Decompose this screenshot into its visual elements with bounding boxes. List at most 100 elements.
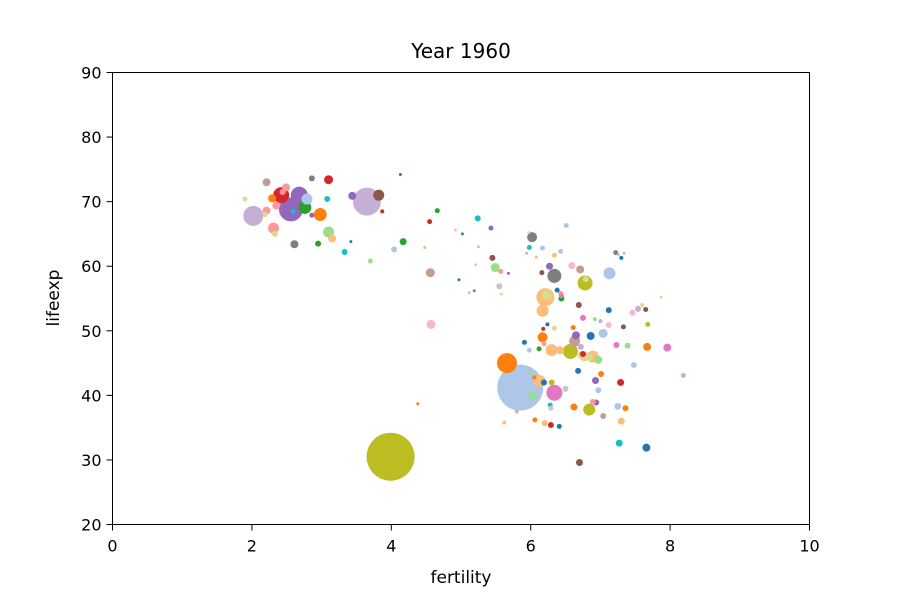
data-point [575,367,582,374]
data-point [541,420,548,427]
data-point [579,351,586,358]
data-point [622,251,626,255]
data-point [391,246,398,253]
data-point [642,443,651,452]
x-tick-label: 4 [386,537,396,556]
data-point [489,254,496,261]
data-point [585,353,593,361]
data-point [605,307,612,314]
data-point [290,208,296,214]
data-point [615,439,623,447]
data-point [341,249,348,256]
data-point [328,234,337,243]
data-point [540,245,546,251]
data-point [562,385,569,392]
data-point [558,248,564,254]
data-point [434,208,440,214]
data-point [425,268,435,278]
data-point [506,271,510,275]
y-tick-label: 50 [81,322,101,341]
data-point [576,265,585,274]
data-point [242,196,248,202]
data-point [488,225,494,231]
data-point [600,413,607,420]
y-axis: 20 30 40 50 60 70 80 90 [81,64,113,535]
data-point [243,205,264,226]
data-point [367,258,373,264]
data-point [525,251,529,255]
data-point [547,268,562,283]
data-point [324,175,334,185]
data-point [496,283,503,290]
y-tick-label: 40 [81,386,101,405]
data-point [539,270,545,276]
data-point [547,422,554,429]
data-point [536,346,542,352]
data-point [629,309,636,316]
data-point [349,240,353,244]
data-point [271,230,278,237]
data-point [521,339,527,345]
data-point [308,175,315,182]
data-point [527,232,538,243]
data-point [551,325,557,331]
data-point [366,432,415,481]
data-point [548,405,554,411]
data-point [577,343,584,350]
data-point [399,238,407,246]
data-point [476,245,480,249]
data-point [605,321,612,328]
data-point [598,319,603,324]
data-point [582,276,589,283]
data-point [272,201,281,210]
data-point [301,193,313,205]
data-point [575,301,582,308]
data-point [570,403,578,411]
data-point [586,331,595,340]
data-point [568,262,576,270]
data-point [498,268,504,274]
x-tick-label: 10 [799,537,819,556]
x-tick-label: 6 [526,537,536,556]
data-point [545,322,550,327]
data-point [545,344,558,357]
data-point [453,228,457,232]
data-point [619,255,624,260]
data-point [635,305,642,312]
y-tick-label: 70 [81,193,101,212]
data-point [583,403,596,416]
data-point [617,378,625,386]
data-point [502,420,507,425]
data-point [555,346,564,355]
data-point [460,232,464,236]
y-axis-label: lifeexp [44,270,64,327]
chart-title: Year 1960 [410,39,511,63]
data-point [663,343,672,352]
data-point [546,384,563,401]
data-point [563,223,569,229]
data-point [474,215,481,222]
data-point [613,250,619,256]
data-point [540,379,547,386]
x-axis-label: fertility [431,568,492,588]
data-point [592,377,600,385]
data-point [537,332,548,343]
data-point [577,275,593,291]
data-point [680,372,686,378]
data-point [643,306,649,312]
data-point [624,342,631,349]
data-point [290,240,299,249]
data-point [472,289,476,293]
data-point [278,197,303,222]
x-axis: 0 2 4 6 8 10 [107,524,820,556]
data-point [527,231,531,235]
data-point [309,212,315,218]
data-point [554,287,560,293]
data-point [279,188,286,195]
data-point [620,324,626,330]
data-point [630,362,637,369]
data-point [423,245,427,249]
data-point [499,292,503,296]
data-point [467,291,471,295]
